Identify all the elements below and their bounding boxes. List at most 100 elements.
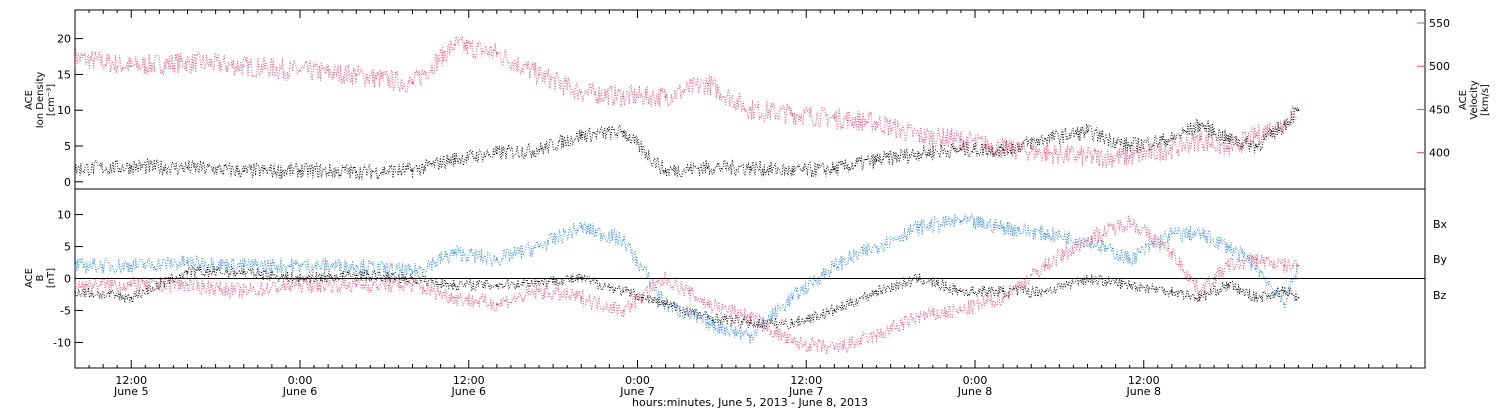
bx-series-point <box>538 280 540 283</box>
bz-series <box>74 214 1300 355</box>
bottom-ylabel-line3: [nT] <box>46 268 57 288</box>
x-tick-time: 0:00 <box>963 374 988 387</box>
legend-bx: Bx <box>1433 218 1448 231</box>
x-tick-date: June 5 <box>113 385 148 398</box>
legend-by: By <box>1433 253 1448 266</box>
bz-series-line <box>74 214 1299 355</box>
x-tick-time: 0:00 <box>288 374 313 387</box>
x-tick-date: June 6 <box>282 385 317 398</box>
right-ytick-label: 450 <box>1429 103 1450 116</box>
velocity-series-line <box>74 35 1298 168</box>
velocity-series <box>74 35 1300 168</box>
bottom-panel-marks <box>74 213 1300 355</box>
top-panel-frame <box>74 9 1426 190</box>
x-axis-label: hours:minutes, June 5, 2013 - June 8, 20… <box>632 396 868 409</box>
bx-series-point <box>707 316 709 318</box>
x-tick-date: June 8 <box>957 385 992 398</box>
bz-series-point <box>1297 264 1300 267</box>
velocity-series-point <box>1171 147 1173 150</box>
right-ytick-label: 400 <box>1429 147 1450 160</box>
velocity-series-point <box>355 74 358 76</box>
bz-series-point <box>1199 290 1201 293</box>
by-series-point <box>1171 232 1173 235</box>
velocity-series-point <box>130 65 133 68</box>
bz-series-point <box>833 348 836 350</box>
bx-series-point <box>1283 290 1286 293</box>
bz-series-point <box>791 341 793 344</box>
bz-series-point <box>74 284 76 286</box>
x-tick-time: 12:00 <box>115 374 147 387</box>
bz-series-point <box>355 284 358 286</box>
bx-series-point <box>791 322 793 325</box>
velocity-series-point <box>1002 147 1004 150</box>
x-tick-date: June 7 <box>788 385 823 398</box>
bottom-ytick-label: -10 <box>53 336 71 349</box>
legend-bz: Bz <box>1433 289 1447 302</box>
density-series-line <box>74 105 1299 180</box>
density-series-point <box>299 169 301 172</box>
bx-series-point <box>355 274 358 277</box>
by-series-point <box>707 322 709 325</box>
bottom-ylabel-line1: ACE <box>24 268 35 288</box>
density-series-point <box>1086 130 1089 133</box>
bottom-ylabel-line2: B <box>35 274 46 281</box>
velocity-series-point <box>1128 156 1131 158</box>
x-tick-time: 12:00 <box>453 374 485 387</box>
top-ylabel-line1: ACE <box>24 90 35 110</box>
velocity-series-point <box>580 91 583 93</box>
top-right-ylabel-line3: [km/s] <box>1480 84 1491 116</box>
top-ylabel-line2: Ion Density <box>35 72 46 129</box>
velocity-series-point <box>538 74 540 76</box>
density-series-point <box>1171 138 1173 140</box>
bottom-ytick-label: 5 <box>64 241 71 254</box>
top-ytick-label: 0 <box>64 176 71 189</box>
x-tick-time: 12:00 <box>1128 374 1160 387</box>
bx-series <box>74 264 1300 330</box>
bz-series-point <box>1002 296 1004 299</box>
density-series-point <box>622 130 625 133</box>
density-series <box>74 105 1300 180</box>
bx-series-point <box>1044 290 1047 293</box>
bottom-ytick-label: 0 <box>64 273 71 286</box>
top-right-ylabel-line1: ACE <box>1458 90 1469 110</box>
x-tick-date: June 8 <box>1126 385 1161 398</box>
bx-series-point <box>622 290 625 293</box>
x-tick-time: 12:00 <box>790 374 822 387</box>
by-series-point <box>411 271 414 273</box>
bottom-ytick-label: 10 <box>57 209 71 222</box>
top-ytick-label: 20 <box>57 33 71 46</box>
bz-series-point <box>242 290 245 293</box>
density-series-point <box>538 148 540 151</box>
density-series-point <box>411 169 414 172</box>
velocity-series-point <box>453 43 456 46</box>
by-series-point <box>749 335 751 337</box>
top-ylabel-line3: [cm⁻³] <box>46 84 57 116</box>
velocity-series-point <box>496 52 498 55</box>
x-tick-date: June 7 <box>619 385 654 398</box>
bz-series-point <box>1227 264 1229 267</box>
velocity-series-point <box>411 82 414 85</box>
right-ytick-label: 500 <box>1429 60 1450 73</box>
bx-series-point <box>496 284 498 286</box>
top-ytick-label: 10 <box>57 104 71 117</box>
top-panel-marks <box>74 35 1300 180</box>
density-series-point <box>1283 123 1286 126</box>
top-ytick-label: 15 <box>57 68 71 81</box>
density-series-point <box>74 168 76 170</box>
by-series-point <box>299 264 301 267</box>
bz-series-point <box>453 296 456 299</box>
density-series-point <box>1297 109 1300 112</box>
x-tick-time: 0:00 <box>625 374 650 387</box>
by-series-point <box>1227 245 1229 248</box>
right-ytick-label: 550 <box>1429 17 1450 30</box>
bx-series-point <box>1297 296 1300 299</box>
density-series-point <box>833 168 836 170</box>
velocity-series-point <box>664 95 667 98</box>
bz-series-point <box>1283 264 1286 267</box>
bz-series-point <box>1086 239 1089 241</box>
bz-series-point <box>707 303 709 305</box>
top-right-ylabel-line2: Velocity <box>1469 80 1480 119</box>
by-series <box>74 213 1300 345</box>
